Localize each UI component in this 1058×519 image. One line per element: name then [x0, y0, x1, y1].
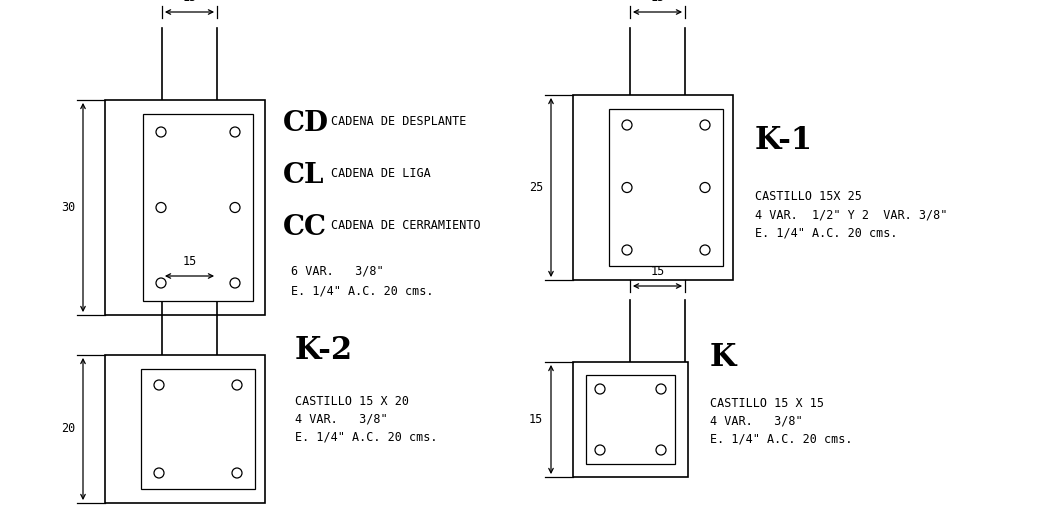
Text: 4 VAR.   3/8": 4 VAR. 3/8" — [710, 415, 803, 428]
Text: K-2: K-2 — [295, 335, 353, 366]
Text: K-1: K-1 — [755, 125, 813, 156]
Text: CADENA DE CERRAMIENTO: CADENA DE CERRAMIENTO — [331, 219, 480, 232]
Bar — [586, 375, 675, 464]
Bar — [105, 355, 264, 503]
Text: 15: 15 — [182, 255, 197, 268]
Text: 15: 15 — [651, 265, 664, 278]
Bar — [105, 100, 264, 315]
Text: 6 VAR.   3/8": 6 VAR. 3/8" — [291, 265, 384, 278]
Bar — [573, 362, 688, 477]
Text: K: K — [710, 342, 736, 373]
Text: CASTILLO 15 X 20: CASTILLO 15 X 20 — [295, 395, 409, 408]
Bar — [143, 114, 253, 301]
Text: 25: 25 — [529, 181, 543, 194]
Text: E. 1/4" A.C. 20 cms.: E. 1/4" A.C. 20 cms. — [295, 431, 438, 444]
Text: CADENA DE LIGA: CADENA DE LIGA — [331, 167, 431, 180]
Bar — [573, 95, 733, 280]
Text: 4 VAR.   3/8": 4 VAR. 3/8" — [295, 413, 387, 426]
Text: 15: 15 — [651, 0, 664, 4]
Text: 30: 30 — [60, 201, 75, 214]
Text: CL: CL — [282, 162, 325, 189]
Bar — [141, 369, 255, 489]
Text: CASTILLO 15X 25: CASTILLO 15X 25 — [755, 190, 862, 203]
Text: CD: CD — [282, 110, 329, 137]
Text: CASTILLO 15 X 15: CASTILLO 15 X 15 — [710, 397, 824, 410]
Text: 4 VAR.  1/2" Y 2  VAR. 3/8": 4 VAR. 1/2" Y 2 VAR. 3/8" — [755, 208, 947, 221]
Text: 15: 15 — [529, 413, 543, 426]
Text: CADENA DE DESPLANTE: CADENA DE DESPLANTE — [331, 115, 467, 128]
Text: E. 1/4" A.C. 20 cms.: E. 1/4" A.C. 20 cms. — [755, 226, 897, 239]
Text: 15: 15 — [182, 0, 197, 4]
Text: 20: 20 — [60, 422, 75, 435]
Text: CC: CC — [282, 214, 327, 241]
Text: E. 1/4" A.C. 20 cms.: E. 1/4" A.C. 20 cms. — [710, 433, 853, 446]
Bar — [609, 109, 723, 266]
Text: E. 1/4" A.C. 20 cms.: E. 1/4" A.C. 20 cms. — [291, 285, 434, 298]
